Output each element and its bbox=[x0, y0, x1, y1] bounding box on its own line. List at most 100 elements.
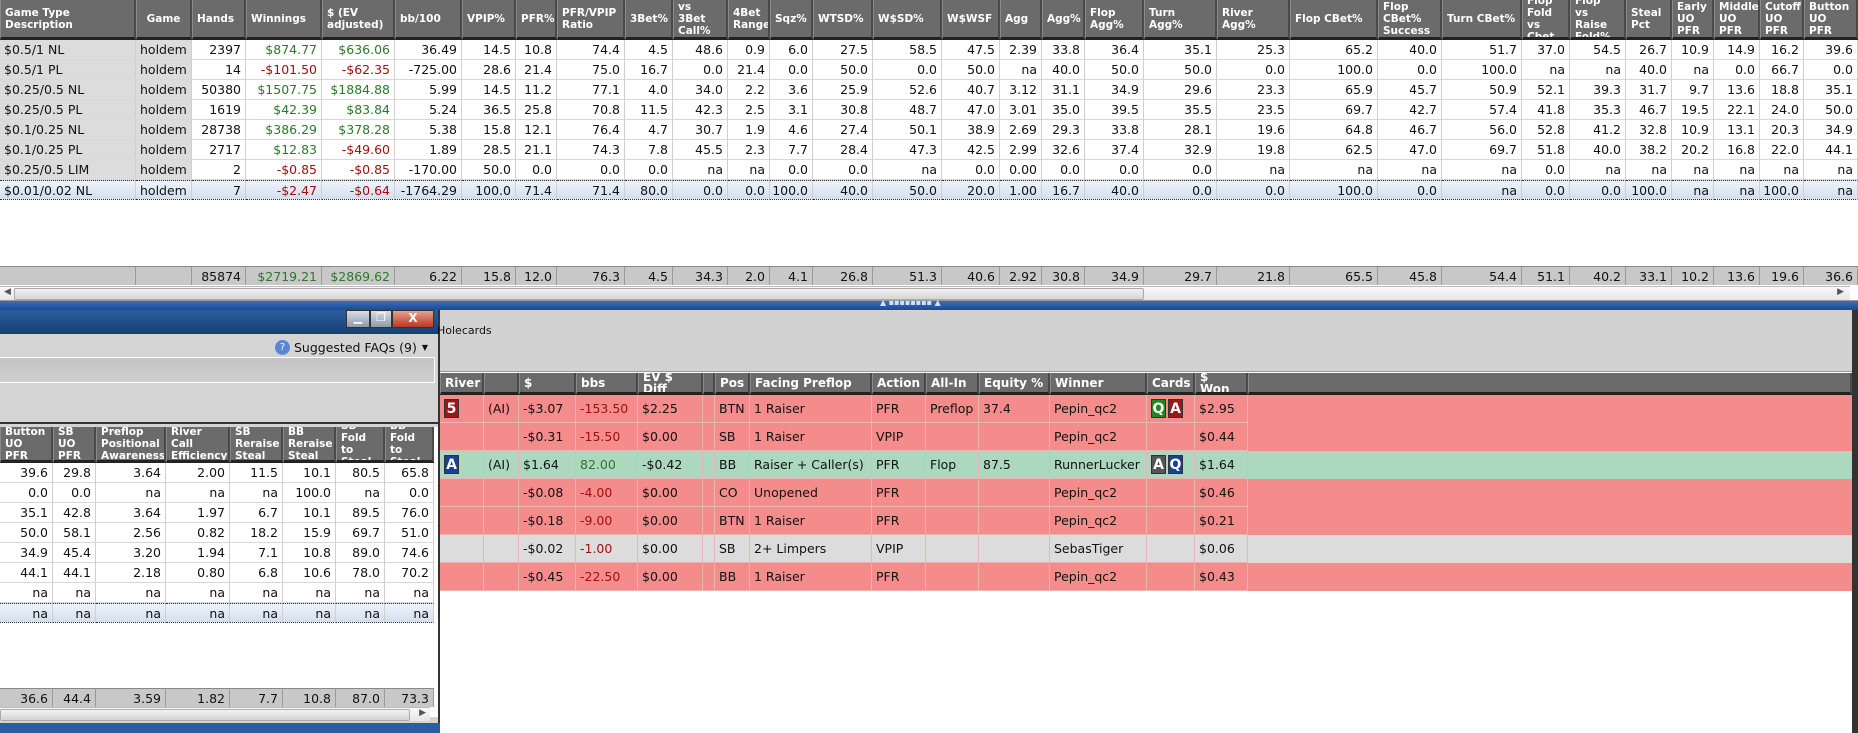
table-cell[interactable]: 0.0 bbox=[1570, 180, 1626, 200]
table-cell[interactable]: 0.0 bbox=[1085, 160, 1144, 180]
table-cell[interactable]: 40.7 bbox=[942, 80, 1000, 100]
table-cell[interactable]: 0.0 bbox=[1522, 180, 1570, 200]
table-cell[interactable]: Pepin_qc2 bbox=[1050, 479, 1147, 507]
table-cell[interactable]: 4.5 bbox=[625, 40, 673, 60]
table-cell[interactable]: 15.9 bbox=[283, 523, 336, 543]
table-row[interactable]: na na na na na na na na bbox=[0, 603, 434, 623]
table-cell[interactable]: 25.9 bbox=[813, 80, 873, 100]
table-cell[interactable] bbox=[926, 535, 979, 563]
table-cell[interactable]: holdem bbox=[136, 140, 192, 160]
table-cell[interactable]: 2397 bbox=[192, 40, 246, 60]
scrollbar-thumb[interactable] bbox=[14, 288, 1144, 300]
table-cell[interactable]: 16.2 bbox=[1760, 40, 1804, 60]
column-header[interactable]: Preflop Positional Awareness bbox=[96, 427, 166, 463]
table-cell[interactable]: 50.0 bbox=[1144, 60, 1217, 80]
table-cell[interactable]: 82.00 bbox=[576, 451, 638, 479]
table-cell[interactable]: 10.6 bbox=[283, 563, 336, 583]
table-cell[interactable]: 28.4 bbox=[813, 140, 873, 160]
table-cell[interactable]: 2.56 bbox=[96, 523, 166, 543]
table-cell[interactable]: na bbox=[283, 583, 336, 603]
column-header[interactable]: River bbox=[440, 373, 484, 395]
table-cell[interactable] bbox=[440, 423, 484, 451]
table-cell[interactable]: 76.0 bbox=[385, 503, 434, 523]
table-cell[interactable] bbox=[484, 479, 519, 507]
table-cell[interactable]: 20.3 bbox=[1760, 120, 1804, 140]
table-cell[interactable] bbox=[979, 423, 1050, 451]
table-cell[interactable]: $0.1/0.25 PL bbox=[0, 140, 136, 160]
table-cell[interactable]: 31.7 bbox=[1626, 80, 1672, 100]
hand-row[interactable]: -$0.08 -4.00 $0.00 CO Unopened PFR Pepin_qc2 $0… bbox=[440, 479, 1852, 507]
table-cell[interactable]: 0.0 bbox=[673, 60, 728, 80]
table-cell[interactable]: 62.5 bbox=[1290, 140, 1378, 160]
table-cell[interactable]: 34.0 bbox=[673, 80, 728, 100]
table-cell[interactable]: 6.8 bbox=[230, 563, 283, 583]
table-cell[interactable]: 34.9 bbox=[0, 543, 53, 563]
table-cell[interactable]: 11.2 bbox=[516, 80, 557, 100]
column-header[interactable]: 3Bet% bbox=[625, 0, 673, 40]
table-cell[interactable]: $0.1/0.25 NL bbox=[0, 120, 136, 140]
table-cell[interactable]: 52.1 bbox=[1522, 80, 1570, 100]
table-cell[interactable] bbox=[926, 507, 979, 535]
table-cell[interactable]: 22.0 bbox=[1760, 140, 1804, 160]
table-cell[interactable]: 80.0 bbox=[625, 180, 673, 200]
table-cell[interactable]: 42.8 bbox=[53, 503, 96, 523]
table-cell[interactable]: 10.1 bbox=[283, 503, 336, 523]
column-header[interactable]: Flop Fold vs Cbet bbox=[1522, 0, 1570, 40]
table-cell[interactable]: 21.1 bbox=[516, 140, 557, 160]
table-cell[interactable]: na bbox=[728, 160, 770, 180]
table-cell[interactable]: -$0.45 bbox=[519, 563, 576, 591]
table-cell[interactable]: 7.8 bbox=[625, 140, 673, 160]
vertical-scrollbar[interactable] bbox=[1852, 310, 1858, 733]
table-cell[interactable]: na bbox=[336, 583, 385, 603]
table-cell[interactable]: 37.0 bbox=[1522, 40, 1570, 60]
table-cell[interactable]: 1619 bbox=[192, 100, 246, 120]
scroll-left-arrow-icon[interactable]: ◀ bbox=[4, 287, 11, 297]
restore-button[interactable]: ❐ bbox=[370, 310, 392, 328]
scroll-right-arrow-icon[interactable]: ▶ bbox=[1837, 287, 1844, 297]
table-cell[interactable]: 0.0 bbox=[53, 483, 96, 503]
table-cell[interactable] bbox=[1147, 563, 1195, 591]
column-header[interactable]: All-In bbox=[926, 373, 979, 395]
table-cell[interactable]: 51.7 bbox=[1442, 40, 1522, 60]
table-cell[interactable]: 3.64 bbox=[96, 503, 166, 523]
table-cell[interactable]: 0.0 bbox=[1378, 60, 1442, 80]
table-cell[interactable]: $0.44 bbox=[1195, 423, 1248, 451]
table-cell[interactable]: holdem bbox=[136, 60, 192, 80]
table-cell[interactable]: 10.9 bbox=[1672, 40, 1714, 60]
table-cell[interactable]: 14.9 bbox=[1714, 40, 1760, 60]
table-cell[interactable]: 0.0 bbox=[942, 160, 1000, 180]
table-cell[interactable]: 89.0 bbox=[336, 543, 385, 563]
table-cell[interactable]: na bbox=[1290, 160, 1378, 180]
left-horizontal-scrollbar[interactable]: ▶ bbox=[0, 707, 430, 721]
table-cell[interactable]: 10.9 bbox=[1672, 120, 1714, 140]
column-header[interactable]: PFR% bbox=[516, 0, 557, 40]
column-header[interactable]: Button UO PFR bbox=[0, 427, 53, 463]
table-cell[interactable]: 47.0 bbox=[1378, 140, 1442, 160]
table-cell[interactable]: 18.2 bbox=[230, 523, 283, 543]
table-cell[interactable]: 89.5 bbox=[336, 503, 385, 523]
table-cell[interactable]: na bbox=[1570, 60, 1626, 80]
table-cell[interactable]: 69.7 bbox=[1442, 140, 1522, 160]
table-cell[interactable]: na bbox=[1378, 160, 1442, 180]
table-cell[interactable]: 13.6 bbox=[1714, 80, 1760, 100]
table-cell[interactable]: 1.9 bbox=[728, 120, 770, 140]
table-cell[interactable]: $636.06 bbox=[322, 40, 395, 60]
table-cell[interactable]: 71.4 bbox=[516, 180, 557, 200]
table-cell[interactable]: 1 Raiser bbox=[750, 395, 872, 423]
table-cell[interactable]: 0.0 bbox=[1804, 60, 1858, 80]
hand-row[interactable]: -$0.31 -15.50 $0.00 SB 1 Raiser VPIP Pepin_qc2… bbox=[440, 423, 1852, 451]
table-cell[interactable]: 25.3 bbox=[1217, 40, 1290, 60]
table-cell[interactable]: $0.25/0.5 NL bbox=[0, 80, 136, 100]
table-cell[interactable]: -725.00 bbox=[395, 60, 462, 80]
table-cell[interactable]: 5 bbox=[440, 395, 484, 423]
column-header[interactable]: Early UO PFR bbox=[1672, 0, 1714, 40]
column-header[interactable] bbox=[703, 373, 715, 395]
table-cell[interactable]: 16.7 bbox=[1042, 180, 1085, 200]
table-cell[interactable]: 40.0 bbox=[1570, 140, 1626, 160]
table-cell[interactable]: $0.5/1 PL bbox=[0, 60, 136, 80]
table-cell[interactable]: 0.80 bbox=[166, 563, 230, 583]
table-cell[interactable] bbox=[440, 507, 484, 535]
table-cell[interactable]: 35.5 bbox=[1144, 100, 1217, 120]
table-cell[interactable]: $1884.88 bbox=[322, 80, 395, 100]
column-header[interactable]: Agg bbox=[1000, 0, 1042, 40]
